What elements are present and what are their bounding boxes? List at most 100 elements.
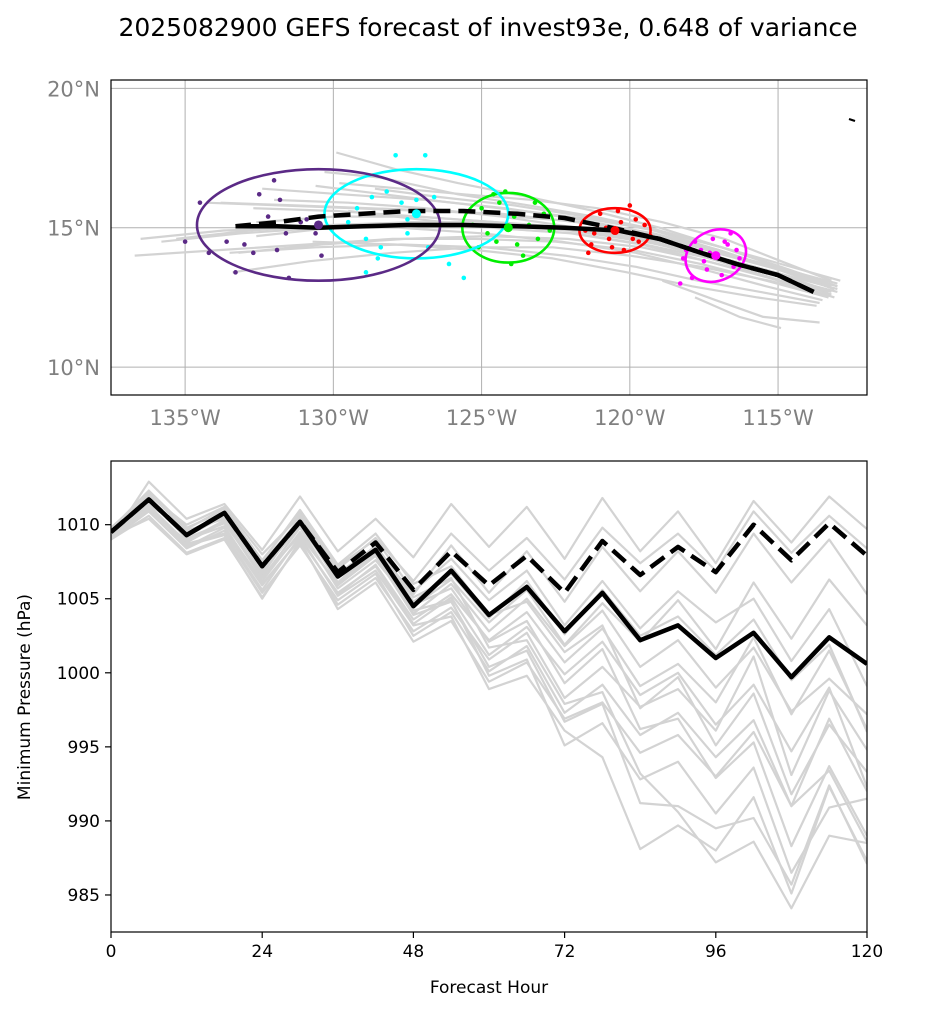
map-xtick-label: 125°W	[446, 406, 518, 430]
ensemble-track	[140, 226, 823, 302]
member-position-dot	[414, 197, 419, 203]
map-tick-labels: 135°W 130°W 125°W 120°W 115°W 10°N 15°N 20°N	[47, 77, 814, 430]
member-position-dot	[719, 272, 725, 278]
map-xtick-label: 130°W	[298, 406, 370, 430]
map-frame	[110, 79, 868, 396]
member-position-dot	[725, 242, 730, 247]
ensemble-pressure-line	[111, 495, 867, 788]
member-position-dot	[627, 203, 633, 208]
member-position-dot	[704, 267, 710, 272]
ellipse-center-marker	[503, 223, 513, 233]
member-position-dot	[242, 242, 247, 247]
map-xtick-label: 115°W	[742, 406, 814, 430]
ensemble-pressure-line	[111, 480, 867, 565]
member-position-dot	[319, 253, 324, 258]
member-position-dot	[609, 244, 615, 250]
track-map-panel: 135°W 130°W 125°W 120°W 115°W 10°N 15°N 20°N	[47, 77, 868, 430]
member-position-dot	[197, 200, 203, 205]
pressure-panel: 0 24 48 72 96 120 985 990 995 1000 1005 1010 Foreca…	[15, 460, 883, 998]
y-tick-label: 995	[68, 738, 100, 758]
x-tick-label: 120	[851, 942, 883, 962]
x-tick-label: 48	[403, 942, 425, 962]
member-position-dot	[494, 239, 499, 244]
member-position-dot	[393, 152, 398, 158]
member-position-dot	[283, 231, 289, 236]
member-position-dot	[422, 152, 428, 158]
member-position-dot	[384, 189, 390, 194]
member-position-dot	[737, 256, 742, 261]
member-position-dot	[520, 253, 526, 258]
ensemble-pressure-line	[111, 510, 867, 886]
y-tick-label: 1010	[57, 516, 100, 536]
member-position-dot	[375, 256, 381, 261]
ensemble-pressure-line	[111, 492, 867, 910]
ensemble-track	[312, 240, 817, 307]
map-ytick-label: 15°N	[47, 217, 100, 241]
member-position-dot	[618, 219, 624, 225]
x-tick-label: 24	[251, 942, 273, 962]
ensemble-track	[134, 237, 829, 299]
y-tick-label: 985	[68, 886, 100, 906]
map-marker	[848, 117, 856, 123]
member-position-dot	[636, 239, 642, 244]
ensemble-track	[339, 182, 832, 282]
ensemble-pressure-line	[111, 491, 867, 583]
mean-pressure-solid	[111, 497, 867, 680]
member-position-dot	[461, 275, 467, 281]
member-position-dot	[535, 236, 541, 242]
member-position-dot	[677, 281, 683, 286]
y-axis-label: Minimum Pressure (hPa)	[15, 594, 35, 800]
map-ytick-label: 20°N	[47, 77, 100, 101]
member-position-dot	[532, 200, 538, 205]
member-position-dot	[274, 247, 280, 253]
member-position-dot	[479, 205, 484, 211]
member-position-dot	[277, 197, 283, 203]
member-position-dot	[405, 217, 410, 222]
member-position-dot	[591, 231, 597, 236]
member-position-dot	[378, 244, 384, 250]
member-position-dot	[265, 214, 271, 219]
mean-tracks	[235, 208, 815, 294]
member-position-dot	[271, 178, 277, 183]
ellipse-center-marker	[610, 226, 620, 236]
member-position-dot	[722, 239, 727, 244]
figure-title: 2025082900 GEFS forecast of invest93e, 0…	[118, 13, 857, 42]
y-tick-label: 990	[68, 812, 100, 832]
ensemble-track	[662, 279, 820, 324]
ensemble-pressure-line	[111, 507, 867, 895]
ensemble-pressure-lines	[111, 480, 867, 910]
member-position-dot	[630, 236, 636, 242]
member-position-dot	[363, 236, 369, 242]
mean-track-dashed	[235, 208, 815, 294]
member-position-dot	[642, 222, 647, 228]
member-position-dot	[363, 270, 369, 275]
ellipse-center-marker	[411, 209, 421, 219]
x-tick-label: 96	[705, 942, 727, 962]
ensemble-tracks	[134, 151, 841, 330]
y-tick-label: 1000	[57, 664, 100, 684]
mean-pressure-lines	[111, 497, 867, 680]
y-tick-label: 1005	[57, 590, 100, 610]
member-position-dot	[710, 236, 716, 242]
ensemble-track	[229, 243, 820, 305]
pressure-frame	[110, 460, 868, 933]
ellipse-center-marker	[711, 251, 721, 261]
member-position-dot	[233, 270, 238, 275]
member-position-dot	[586, 250, 591, 256]
member-position-dot	[497, 200, 502, 205]
member-position-dot	[313, 231, 318, 236]
member-position-dot	[354, 205, 360, 211]
map-ytick-label: 10°N	[47, 356, 100, 380]
member-position-dot	[224, 239, 229, 244]
ensemble-track	[324, 170, 838, 288]
x-tick-label: 0	[106, 942, 117, 962]
map-grid	[111, 80, 867, 395]
ensemble-track	[694, 296, 782, 330]
member-position-dot	[405, 231, 410, 236]
uncertainty-ellipse	[684, 228, 748, 284]
ensemble-pressure-line	[111, 514, 867, 843]
member-position-dot	[345, 219, 351, 225]
member-position-dot	[615, 208, 621, 214]
ensemble-track	[220, 201, 835, 291]
